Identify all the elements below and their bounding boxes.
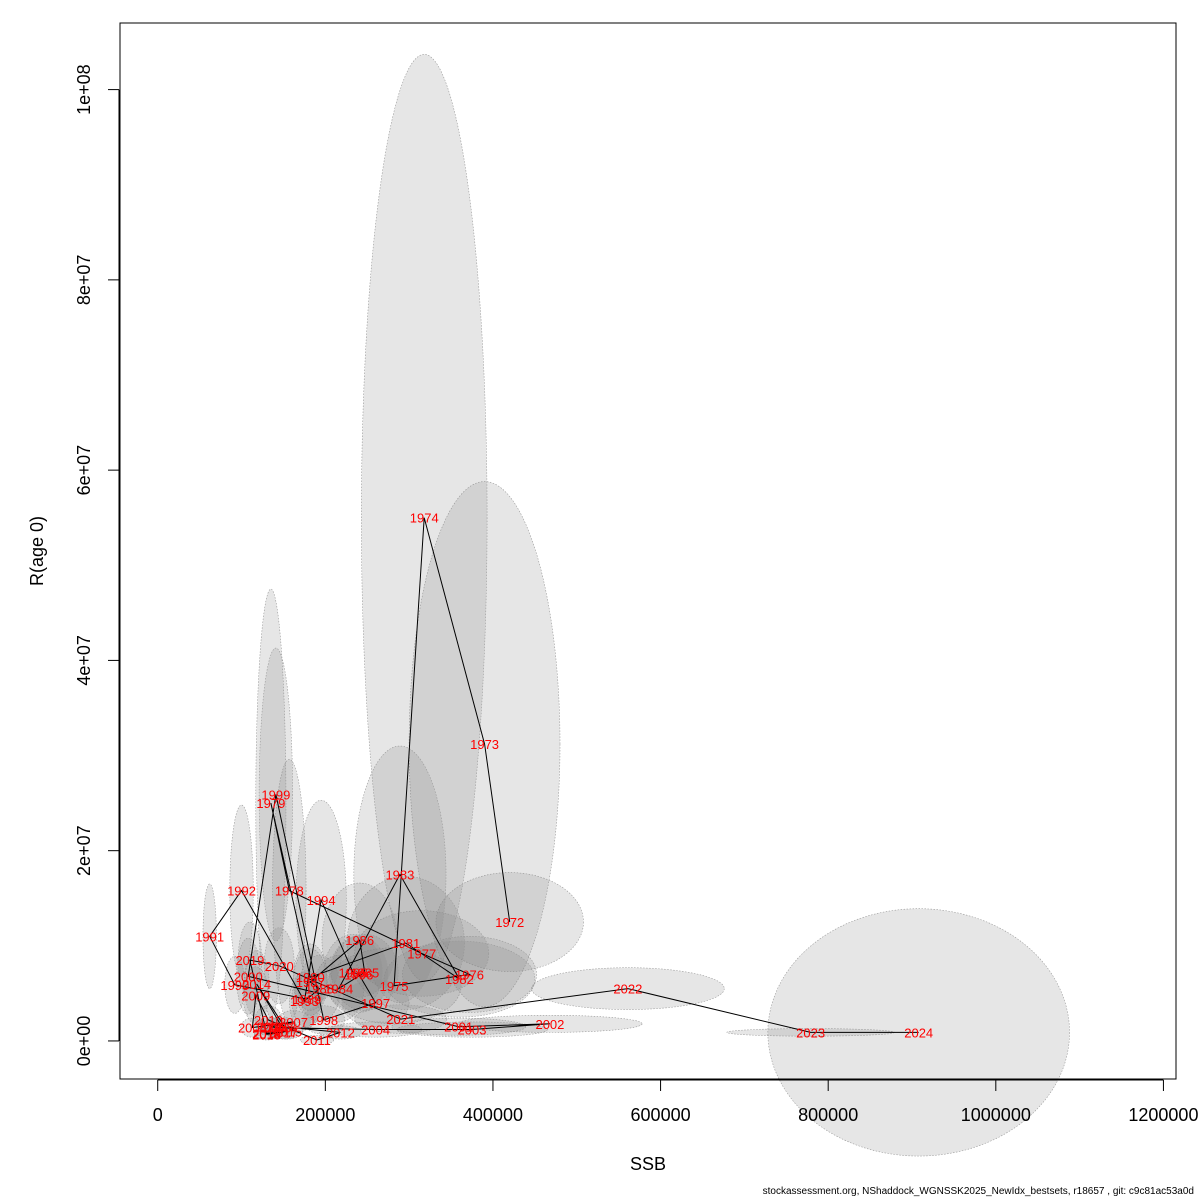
point-label-1978: 1978 [275,884,304,899]
y-tick-label: 0e+00 [74,1016,94,1067]
point-label-1992: 1992 [227,884,256,899]
x-tick-label: 400000 [463,1105,523,1125]
x-tick-label: 600000 [631,1105,691,1125]
ellipse-2024 [767,908,1070,1157]
point-label-2010: 2010 [254,1013,283,1028]
point-label-1988: 1988 [305,982,334,997]
y-tick-label: 6e+07 [74,445,94,496]
point-label-1984: 1984 [324,982,353,997]
point-label-1998: 1998 [309,1013,338,1028]
point-label-2005: 2005 [262,1021,291,1036]
ellipse-2014 [243,950,270,1018]
y-axis: 0e+00 2e+07 4e+07 6e+07 8e+07 1e+08 [74,64,120,1067]
y-tick-label: 8e+07 [74,255,94,306]
point-label-1987: 1987 [296,975,325,990]
point-label-1981: 1981 [391,936,420,951]
point-label-2012: 2012 [326,1025,355,1040]
x-tick-label: 1200000 [1128,1105,1198,1125]
y-tick-label: 4e+07 [74,635,94,686]
point-label-1990: 1990 [220,978,249,993]
point-label-1977: 1977 [407,946,436,961]
x-tick-label: 200000 [295,1105,355,1125]
point-label-1974: 1974 [410,511,439,526]
point-label-2003: 2003 [458,1023,487,1038]
point-label-1997: 1997 [361,996,390,1011]
x-tick-label: 800000 [798,1105,858,1125]
point-label-1995: 1995 [339,965,368,980]
footer-credit: stockassessment.org, NShaddock_WGNSSK202… [762,1186,1194,1197]
point-label-2014: 2014 [242,977,271,992]
point-label-2019: 2019 [235,953,264,968]
x-axis: 0 200000 400000 600000 800000 1000000 1200000 [153,1079,1198,1125]
point-label-2011: 2011 [303,1033,331,1048]
point-label-2004: 2004 [361,1023,390,1038]
x-axis-title: SSB [630,1154,666,1174]
point-label-1975: 1975 [380,979,409,994]
point-label-2002: 2002 [535,1017,564,1032]
year-labels: 1972 1973 1974 1975 1976 1977 1978 1979 1980 1981… [195,511,933,1048]
point-label-2006: 2006 [256,1020,285,1035]
point-label-1983: 1983 [385,867,414,882]
point-label-2020: 2020 [265,959,294,974]
point-label-2001: 2001 [444,1020,473,1035]
y-tick-label: 2e+07 [74,825,94,876]
point-label-2021: 2021 [386,1012,415,1027]
point-label-2007: 2007 [279,1015,308,1030]
point-label-1989: 1989 [292,992,321,1007]
point-label-1991: 1991 [195,929,224,944]
x-tick-label: 0 [153,1105,163,1125]
point-label-1993: 1993 [290,994,319,1009]
point-label-1994: 1994 [307,893,336,908]
point-label-1986: 1986 [345,933,374,948]
point-label-2015: 2015 [273,1024,302,1039]
point-label-2017: 2017 [269,1025,298,1040]
y-axis-title: R(age 0) [27,516,47,586]
point-label-1972: 1972 [495,915,524,930]
point-label-1980: 1980 [296,970,325,985]
point-label-1985: 1985 [350,965,379,980]
point-label-2024: 2024 [904,1025,933,1040]
point-label-2018: 2018 [252,1027,281,1042]
point-label-2013: 2013 [267,1020,296,1035]
point-label-2016: 2016 [252,1026,281,1041]
point-label-2008: 2008 [238,1021,267,1036]
ellipse-2002 [457,1014,643,1033]
y-tick-label: 1e+08 [74,64,94,115]
point-label-1982: 1982 [445,972,474,987]
point-label-1999: 1999 [261,788,290,803]
point-label-2000: 2000 [234,969,263,984]
plot-frame [119,22,1177,1080]
point-label-2009: 2009 [241,988,270,1003]
point-label-2022: 2022 [613,982,642,997]
x-tick-label: 1000000 [961,1105,1031,1125]
point-label-1973: 1973 [470,737,499,752]
year-connecting-line [209,517,919,1041]
point-label-1976: 1976 [455,967,484,982]
point-label-2023: 2023 [796,1025,825,1040]
point-label-1996: 1996 [344,967,373,982]
ellipse-1972 [435,872,584,972]
point-label-1979: 1979 [256,796,285,811]
